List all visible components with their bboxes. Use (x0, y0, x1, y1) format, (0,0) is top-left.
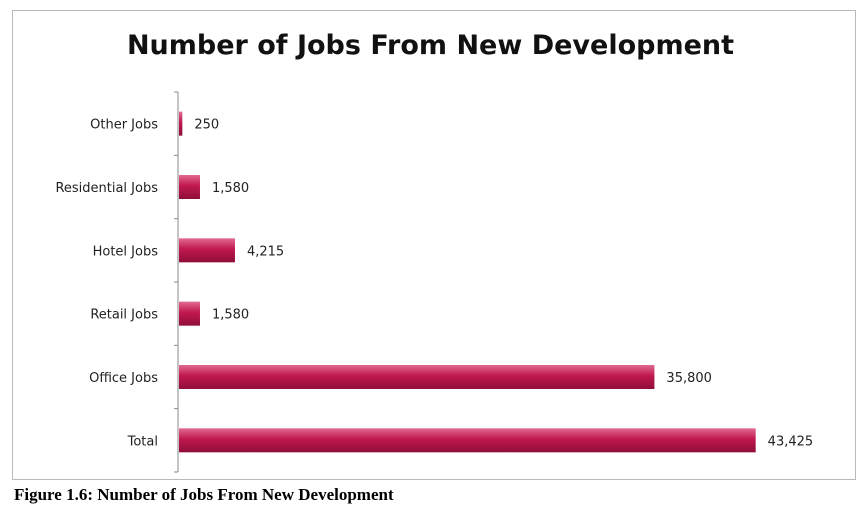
bar (179, 238, 235, 263)
data-label: 43,425 (768, 434, 814, 449)
figure-caption: Figure 1.6: Number of Jobs From New Deve… (14, 485, 394, 504)
bar (179, 175, 200, 199)
data-label: 1,580 (212, 181, 249, 196)
data-label: 4,215 (247, 244, 284, 259)
data-label: 250 (194, 118, 219, 133)
category-label: Office Jobs (89, 371, 158, 386)
category-label: Other Jobs (90, 118, 158, 133)
bar (179, 365, 655, 389)
chart-title: Number of Jobs From New Development (126, 30, 735, 61)
bar (179, 428, 756, 453)
category-label: Hotel Jobs (93, 244, 159, 259)
data-label: 1,580 (212, 308, 249, 323)
chart-frame (12, 10, 856, 480)
category-label: Retail Jobs (90, 308, 158, 323)
bar (179, 301, 200, 326)
bar (179, 111, 183, 136)
data-label: 35,800 (666, 371, 712, 386)
category-label: Total (127, 434, 158, 449)
category-label: Residential Jobs (55, 181, 158, 196)
